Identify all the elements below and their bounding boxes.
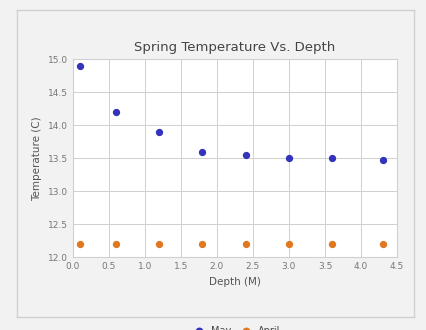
Y-axis label: Temperature (C): Temperature (C) xyxy=(32,116,42,201)
Legend: May, April: May, April xyxy=(185,322,284,330)
April xyxy=(155,242,162,247)
May xyxy=(76,63,83,69)
May xyxy=(378,157,385,162)
May xyxy=(242,152,248,158)
X-axis label: Depth (M): Depth (M) xyxy=(208,277,260,287)
April xyxy=(199,242,205,247)
April xyxy=(378,242,385,247)
May xyxy=(328,156,335,161)
May xyxy=(155,129,162,135)
April xyxy=(285,242,292,247)
May xyxy=(285,156,292,161)
April xyxy=(112,242,119,247)
Title: Spring Temperature Vs. Depth: Spring Temperature Vs. Depth xyxy=(134,41,335,54)
April xyxy=(242,242,248,247)
May xyxy=(112,110,119,115)
April xyxy=(76,242,83,247)
April xyxy=(328,242,335,247)
May xyxy=(199,149,205,154)
